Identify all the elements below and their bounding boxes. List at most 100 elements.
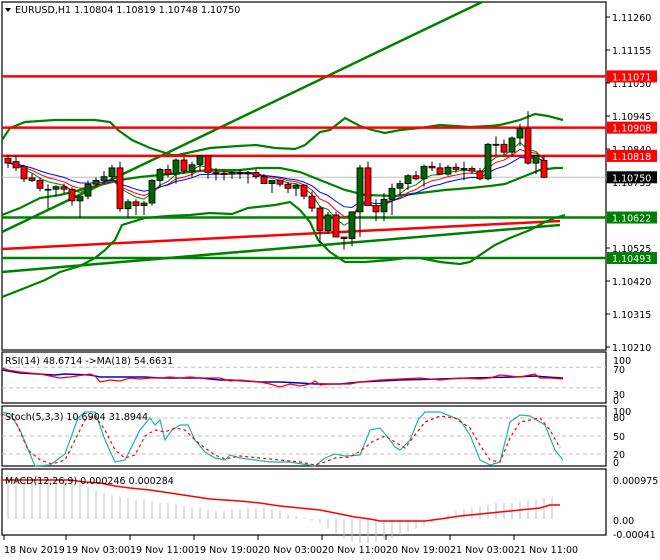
indicator-axis-label: 100 [613,356,631,367]
candle[interactable] [60,183,68,194]
candle[interactable] [348,211,356,247]
candle[interactable] [156,167,164,187]
price-tick-label: 1.10525 [612,244,651,255]
level-price-tag: 1.10493 [607,252,657,265]
candle[interactable] [460,161,468,181]
svg-text:1.10818: 1.10818 [612,152,651,163]
candle[interactable] [260,174,268,184]
indicator-axis-label: 0 [613,396,619,407]
candle[interactable] [172,158,180,184]
candle[interactable] [476,167,484,181]
candle[interactable] [428,161,436,172]
indicator-axis-label: 100 [613,407,631,418]
candle[interactable] [84,180,92,200]
candle[interactable] [396,180,404,197]
stochastic-pane[interactable] [1,411,606,467]
candle[interactable] [44,184,52,209]
time-tick-label: 20 Nov 11:00 [322,545,386,556]
candle[interactable] [332,211,340,238]
candle[interactable] [420,164,428,187]
green-trend-line-steep [1,0,483,234]
candle[interactable] [412,171,420,181]
candle[interactable] [292,183,300,197]
candle[interactable] [404,174,412,190]
candle[interactable] [268,180,276,194]
candle[interactable] [236,169,244,179]
candle[interactable] [188,161,196,178]
candle[interactable] [212,167,220,181]
macd-pane[interactable] [2,474,560,543]
price-tick-label: 1.11050 [612,79,651,90]
candle[interactable] [372,199,380,222]
candle[interactable] [308,191,316,212]
moving-average-5 [7,141,545,226]
candle[interactable] [124,199,132,219]
candle[interactable] [228,171,236,179]
indicator-axis-label: -0.00041 [613,530,656,541]
time-tick-label: 20 Nov 03:00 [258,545,322,556]
candle[interactable] [196,155,204,172]
stoch-signal-line [1,413,561,466]
price-tick-label: 1.10210 [612,343,651,354]
candle[interactable] [452,163,460,173]
candle[interactable] [276,179,284,187]
candle[interactable] [356,164,364,238]
candle[interactable] [316,205,324,244]
candle[interactable] [324,211,332,234]
pane-frame [1,468,607,536]
price-tick-label: 1.11155 [612,46,651,57]
candle[interactable] [28,173,36,183]
candle[interactable] [524,111,532,165]
candle[interactable] [284,182,292,194]
candle[interactable] [340,236,348,250]
candle[interactable] [388,183,396,216]
candle[interactable] [220,170,228,181]
candle[interactable] [36,177,44,192]
candle[interactable] [300,184,308,200]
upper-band [1,112,564,157]
candle[interactable] [380,193,388,222]
candle[interactable] [484,142,492,181]
candle[interactable] [516,123,524,146]
macd-signal-line [2,479,560,522]
svg-text:1.10908: 1.10908 [612,124,651,135]
candle[interactable] [540,155,548,178]
candle[interactable] [500,139,508,156]
candle[interactable] [532,154,540,175]
candle[interactable] [164,164,172,178]
candle[interactable] [244,171,252,184]
candle[interactable] [364,161,372,206]
candle[interactable] [76,195,84,219]
candle[interactable] [20,164,28,183]
candle[interactable] [116,161,124,212]
candle[interactable] [436,163,444,175]
indicator-axis-label: 0.00 [613,516,634,527]
candle[interactable] [468,166,476,175]
candle[interactable] [508,136,516,157]
collapse-triangle-icon[interactable] [5,8,11,12]
candle[interactable] [148,178,156,206]
pane-frame [1,1,607,351]
candle[interactable] [492,136,500,156]
time-tick-label: 21 Nov 11:00 [514,545,578,556]
candle[interactable] [4,154,12,168]
indicator-axis-label: 70 [613,365,625,376]
candle[interactable] [140,200,148,216]
moving-average-8 [7,148,545,218]
candle[interactable] [204,155,212,179]
candle[interactable] [180,156,188,175]
candle[interactable] [252,169,260,179]
candle[interactable] [108,164,116,181]
candle[interactable] [100,171,108,184]
candle[interactable] [444,164,452,176]
candle[interactable] [12,155,20,172]
candle[interactable] [52,184,60,197]
candle[interactable] [92,177,100,187]
main-price-pane[interactable] [1,0,606,299]
candle[interactable] [132,199,140,216]
candle[interactable] [68,187,76,206]
rsi-pane[interactable] [1,366,606,389]
indicator-axis-label: 20 [613,450,625,461]
level-price-tag: 1.10818 [607,149,657,163]
